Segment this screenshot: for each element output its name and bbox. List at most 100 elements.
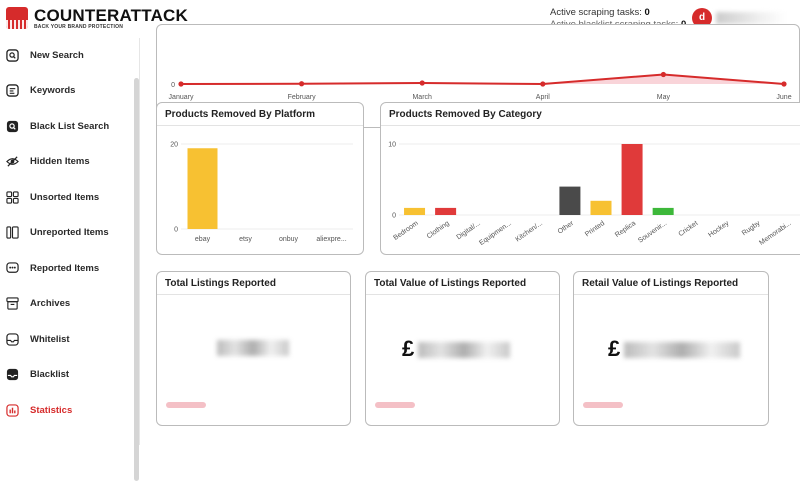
card-divider	[574, 294, 768, 295]
x-tick-label: Cricket	[678, 220, 700, 238]
sidebar-item-label: Unreported Items	[30, 226, 109, 238]
inbox-filled-icon	[6, 368, 19, 380]
sidebar-item-label: New Search	[30, 49, 84, 61]
y-tick-label: 0	[174, 227, 178, 234]
sidebar-item-whitelist[interactable]: Whitelist	[0, 324, 132, 354]
sidebar-item-black-list-search[interactable]: Black List Search	[0, 111, 132, 141]
x-tick-label: Printed	[584, 220, 606, 239]
sidebar-item-label: Whitelist	[30, 333, 70, 345]
bar-chart-icon	[6, 403, 19, 417]
series-line	[180, 73, 785, 86]
data-point	[419, 80, 425, 86]
sidebar-item-label: Hidden Items	[30, 155, 90, 167]
grid-icon	[6, 190, 19, 204]
x-tick-label: Memorabi...	[758, 220, 792, 247]
bar	[590, 200, 612, 215]
sidebar-item-label: Archives	[30, 297, 71, 309]
user-name-redacted[interactable]	[716, 12, 786, 24]
y-tick-label: 20	[170, 142, 178, 149]
currency-symbol: £	[402, 336, 415, 361]
x-tick-label: Souvenir...	[637, 220, 668, 245]
sidebar-item-archives[interactable]: Archives	[0, 288, 132, 318]
total-listings-card: Total Listings Reported	[156, 271, 351, 426]
total-value-redacted	[418, 342, 510, 358]
active-tasks-label: Active scraping tasks:	[550, 7, 642, 18]
x-tick-label: Other	[557, 220, 576, 236]
retail-value-redacted	[624, 342, 740, 358]
search-square-icon	[6, 48, 19, 62]
x-tick-label: May	[657, 94, 671, 101]
card-divider	[366, 294, 559, 295]
card-divider	[157, 294, 350, 295]
sidebar-item-label: Blacklist	[30, 368, 70, 380]
category-chart-card: Products Removed By Category 0 10 Bedroom C…	[380, 102, 800, 255]
bar	[652, 207, 674, 215]
total-value-title: Total Value of Listings Reported	[374, 278, 527, 289]
total-listings-value-redacted	[217, 340, 289, 356]
user-avatar[interactable]: d	[692, 8, 712, 28]
x-tick-label: April	[536, 94, 550, 101]
archive-icon	[6, 296, 19, 310]
sidebar-item-keywords[interactable]: Keywords	[0, 75, 132, 105]
bar	[559, 186, 581, 215]
x-tick-label: Rugby	[741, 220, 762, 238]
sidebar-item-hidden-items[interactable]: Hidden Items	[0, 146, 132, 176]
sidebar-item-blacklist[interactable]: Blacklist	[0, 359, 132, 389]
sidebar: New Search Keywords Black List Search Hi…	[0, 38, 140, 481]
x-tick-label: ebay	[195, 236, 211, 243]
y-tick-label: 10	[388, 142, 396, 149]
monthly-line-chart: 0 January February March April May June	[169, 71, 792, 101]
x-tick-label: Hockey	[707, 220, 731, 239]
statistics-main: 0 January February March April May June Produc…	[140, 24, 800, 445]
sidebar-item-label: Unsorted Items	[30, 191, 100, 203]
sidebar-item-unsorted-items[interactable]: Unsorted Items	[0, 182, 132, 212]
platform-bar-chart: 0 20 ebay etsy onbuy aliexpre...	[170, 142, 353, 243]
trend-pill	[583, 402, 623, 408]
sidebar-item-unreported-items[interactable]: Unreported Items	[0, 217, 132, 247]
brand-tagline: BACK YOUR BRAND PROTECTION	[34, 24, 123, 30]
data-point	[660, 71, 666, 78]
x-tick-label: February	[288, 94, 317, 101]
sidebar-item-new-search[interactable]: New Search	[0, 40, 132, 70]
sidebar-item-reported-items[interactable]: Reported Items	[0, 253, 132, 283]
y-tick-label: 0	[392, 213, 396, 220]
x-tick-label: June	[776, 94, 791, 101]
x-tick-label: Replica	[614, 220, 637, 239]
category-bar-chart: 0 10 Bedroom Clothing Digital/...Equipmen...…	[388, 142, 800, 247]
card-divider	[157, 125, 363, 126]
active-tasks-count: 0	[644, 7, 650, 18]
x-tick-label: aliexpre...	[316, 236, 346, 243]
total-value-card: Total Value of Listings Reported £	[365, 271, 560, 426]
blacklist-search-icon	[6, 120, 19, 132]
platform-chart-title: Products Removed By Platform	[165, 109, 316, 120]
bar	[621, 144, 643, 215]
currency-symbol: £	[608, 336, 621, 361]
x-tick-label: Equipmen...	[478, 220, 513, 247]
retail-value-title: Retail Value of Listings Reported	[582, 278, 739, 289]
bar	[404, 207, 426, 215]
data-point	[178, 81, 184, 87]
sidebar-item-label: Keywords	[30, 84, 76, 96]
inbox-icon	[6, 332, 19, 346]
sidebar-scrollbar[interactable]	[134, 78, 139, 481]
brand-logo[interactable]: COUNTERATTACK BACK YOUR BRAND PROTECTION	[6, 6, 188, 32]
columns-icon	[6, 225, 19, 239]
x-tick-label: Digital/...	[456, 220, 482, 241]
chat-dots-icon	[6, 261, 19, 273]
x-tick-label: March	[412, 94, 432, 101]
category-chart-title: Products Removed By Category	[389, 109, 542, 120]
brand-name: COUNTERATTACK	[34, 6, 189, 25]
x-tick-label: Clothing	[426, 220, 451, 241]
eye-slash-icon	[6, 155, 19, 167]
keywords-icon	[6, 83, 19, 97]
trend-pill	[375, 402, 415, 408]
x-tick-label: January	[169, 94, 194, 101]
y-tick-label: 0	[171, 82, 175, 89]
x-tick-label: Kitchen/...	[514, 220, 544, 244]
bar	[435, 207, 457, 215]
total-listings-title: Total Listings Reported	[165, 278, 276, 289]
sidebar-item-label: Black List Search	[30, 120, 110, 132]
sidebar-item-statistics[interactable]: Statistics	[0, 395, 132, 425]
logo-mark-icon	[6, 7, 28, 29]
retail-value-card: Retail Value of Listings Reported £	[573, 271, 769, 426]
